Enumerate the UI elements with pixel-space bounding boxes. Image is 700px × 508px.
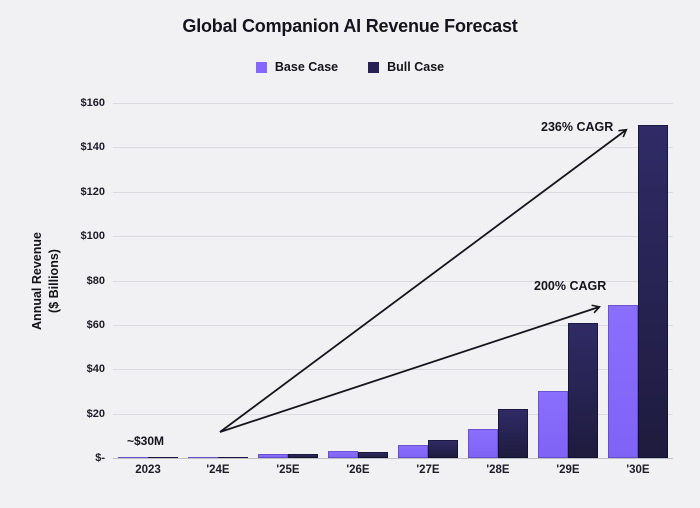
y-tick-label-0: $-	[95, 452, 105, 464]
y-tick-label-160: $160	[80, 97, 105, 109]
bar-base-case-28E	[468, 429, 498, 458]
legend: Base Case Bull Case	[0, 60, 700, 74]
legend-item-base-case: Base Case	[255, 60, 339, 74]
base-cagr-annotation: 200% CAGR	[534, 279, 607, 293]
bull-cagr-annotation: 236% CAGR	[541, 120, 614, 134]
y-tick-label-40: $40	[86, 363, 105, 376]
bar-bull-case-30E	[638, 125, 668, 458]
bar-bull-case-29E	[568, 322, 598, 458]
x-tick-label-2023: 2023	[135, 464, 161, 476]
bar-bull-case-28E	[498, 409, 528, 458]
legend-item-bull-case: Bull Case	[368, 60, 444, 74]
gridline-160	[113, 103, 673, 104]
x-tick-label-28E: '28E	[486, 464, 510, 476]
gridline-100	[113, 236, 673, 238]
gridline-0	[113, 458, 673, 459]
bar-base-case-25E	[258, 453, 288, 458]
gridline-120	[113, 191, 673, 193]
x-tick-label-27E: '27E	[416, 464, 440, 476]
bar-bull-case-27E	[428, 440, 458, 458]
x-tick-label-29E: '29E	[556, 464, 580, 476]
bar-bull-case-25E	[288, 454, 318, 458]
x-tick-label-26E: '26E	[346, 464, 370, 476]
bar-base-case-26E	[328, 451, 358, 458]
bar-bull-case-24E	[218, 456, 248, 458]
base-case-swatch-icon	[255, 61, 267, 73]
bar-base-case-29E	[538, 391, 568, 458]
x-tick-label-24E: '24E	[206, 464, 230, 476]
bar-bull-case-26E	[358, 452, 388, 458]
bar-base-case-2023	[118, 456, 148, 458]
x-tick-label-30E: '30E	[626, 464, 650, 476]
y-tick-label-120: $120	[80, 185, 105, 198]
y-tick-label-80: $80	[86, 274, 105, 287]
legend-label-base-case: Base Case	[274, 60, 339, 74]
bar-base-case-30E	[608, 304, 638, 458]
x-tick-label-25E: '25E	[276, 464, 300, 476]
chart-title: Global Companion AI Revenue Forecast	[182, 16, 518, 36]
legend-label-bull-case: Bull Case	[387, 60, 445, 74]
bull-case-swatch-icon	[368, 61, 380, 73]
y-tick-label-100: $100	[80, 230, 105, 243]
bar-base-case-24E	[188, 456, 218, 458]
y-axis-title-line1: Annual Revenue	[30, 232, 45, 330]
bar-bull-case-2023	[148, 456, 178, 458]
gridline-140	[113, 147, 673, 149]
y-tick-label-140: $140	[80, 141, 105, 154]
start-value-annotation: ~$30M	[127, 434, 165, 448]
y-tick-label-20: $20	[86, 407, 105, 420]
bar-base-case-27E	[398, 444, 428, 458]
y-tick-label-60: $60	[86, 318, 105, 331]
